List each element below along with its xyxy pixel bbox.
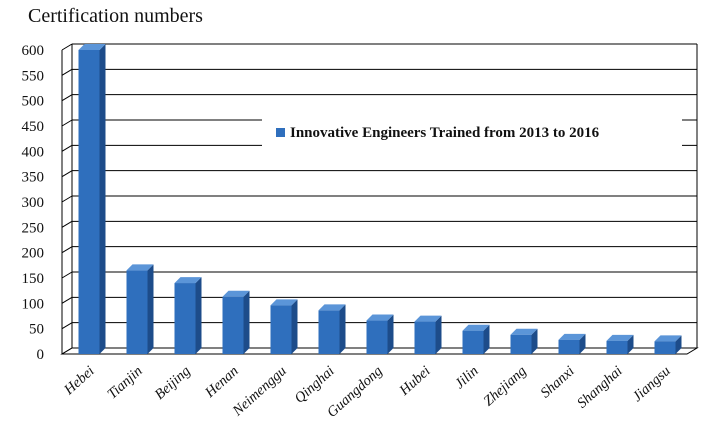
bar-front: [606, 340, 628, 354]
x-tick-label: Jilin: [452, 363, 482, 392]
bar: [558, 333, 586, 354]
x-tick-label: Qinghai: [292, 363, 338, 407]
gridline-side: [61, 144, 73, 152]
bar: [414, 315, 442, 354]
bar-front: [510, 334, 532, 354]
bar-top: [606, 334, 634, 341]
bar-side: [195, 277, 202, 354]
y-tick-label: 300: [22, 195, 45, 211]
bar-front: [222, 296, 244, 354]
y-tick-label: 50: [29, 322, 44, 338]
bar-side: [627, 334, 634, 354]
y-tick-labels: 0 50 100 150 200 250 300 350 400 450 500 550 600: [22, 43, 45, 363]
bar-side: [99, 44, 106, 354]
bar-top: [270, 299, 298, 306]
gridline-side: [61, 271, 73, 279]
y-tick-label: 600: [22, 43, 45, 59]
gridline-side: [61, 68, 73, 76]
bar-top: [510, 328, 538, 335]
bar-front: [126, 270, 148, 354]
bar-side: [675, 335, 682, 354]
gridline-side: [61, 220, 73, 228]
gridline-side: [61, 246, 73, 254]
y-tick-label: 550: [22, 68, 45, 84]
x-tick-label: Hebei: [60, 363, 97, 399]
bar-top: [318, 304, 346, 311]
gridline-side: [61, 322, 73, 330]
bar: [318, 304, 346, 354]
x-tick-label: Shanghai: [574, 363, 625, 412]
bar-top: [366, 314, 394, 321]
gridline-side: [61, 170, 73, 178]
gridline-side: [61, 195, 73, 203]
x-tick-label: Beijing: [152, 363, 194, 403]
y-tick-label: 450: [22, 119, 45, 135]
legend-background: [262, 118, 682, 146]
bar-side: [531, 328, 538, 354]
bar-top: [462, 324, 490, 331]
y-tick-label: 350: [22, 170, 45, 186]
bar-top: [126, 264, 154, 271]
x-tick-label: Henan: [201, 363, 241, 401]
bar: [366, 314, 394, 354]
bar-front: [366, 320, 388, 354]
bar-side: [147, 264, 154, 354]
gridline-side: [61, 43, 73, 51]
bar: [510, 328, 538, 354]
y-tick-label: 200: [22, 246, 45, 262]
gridline-side: [61, 94, 73, 102]
bar-side: [291, 299, 298, 354]
y-tick-label: 100: [22, 296, 45, 312]
gridline-side: [61, 119, 73, 127]
y-tick-label: 500: [22, 94, 45, 110]
bar-side: [243, 290, 250, 354]
bar-front: [654, 341, 676, 354]
bar-front: [318, 310, 340, 354]
bar: [174, 277, 202, 354]
bar-front: [270, 305, 292, 354]
bar-top: [222, 290, 250, 297]
bar-side: [483, 324, 490, 354]
bar-top: [654, 335, 682, 342]
bar: [78, 44, 106, 354]
y-tick-label: 250: [22, 220, 45, 236]
bar-side: [339, 304, 346, 354]
y-tick-label: 150: [22, 271, 45, 287]
legend: Innovative Engineers Trained from 2013 t…: [262, 118, 682, 146]
bar-top: [174, 277, 202, 284]
bar-top: [78, 44, 106, 50]
bar: [606, 334, 634, 354]
bar-front: [78, 50, 100, 354]
bar-top: [558, 333, 586, 340]
bar-top: [414, 315, 442, 322]
bar-front: [174, 283, 196, 354]
legend-label: Innovative Engineers Trained from 2013 t…: [290, 125, 600, 141]
bar: [222, 290, 250, 354]
gridlines: [61, 43, 697, 355]
axes: [60, 44, 699, 355]
y-tick-label: 400: [22, 144, 45, 160]
bar-front: [558, 339, 580, 354]
bar-front: [414, 321, 436, 354]
y-axis-title: Certification numbers: [28, 5, 203, 27]
bar: [126, 264, 154, 354]
bars: [78, 44, 682, 354]
bar: [270, 299, 298, 354]
bar-side: [435, 315, 442, 354]
x-tick-label: Jiangsu: [629, 363, 673, 405]
y-tick-label: 0: [37, 347, 45, 363]
bar-side: [387, 314, 394, 354]
x-tick-label: Shanxi: [538, 363, 578, 401]
bar-side: [579, 333, 586, 354]
x-tick-label: Zhejiang: [481, 363, 530, 409]
x-tick-label: Tianjin: [104, 363, 145, 402]
legend-marker: [276, 128, 285, 137]
x-tick-label: Hubei: [396, 363, 434, 399]
bar-front: [462, 330, 484, 354]
bar: [654, 335, 682, 354]
gridline-side: [61, 296, 73, 304]
bar: [462, 324, 490, 354]
